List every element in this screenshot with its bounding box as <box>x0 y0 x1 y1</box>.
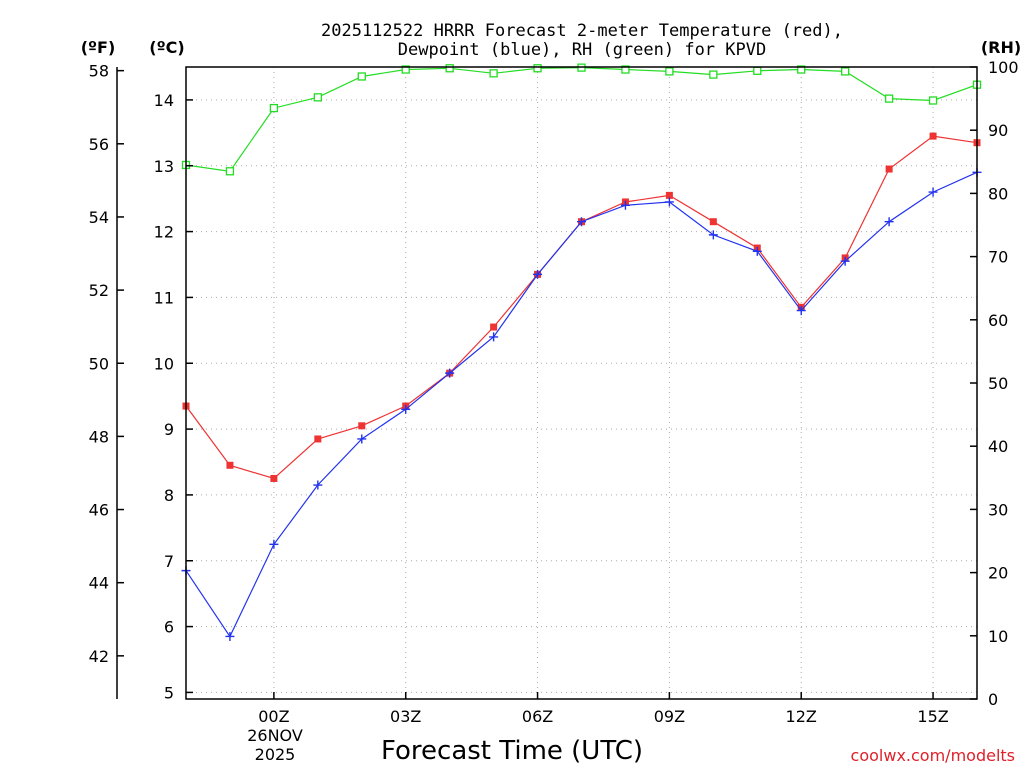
rh-tick-label: 60 <box>988 311 1008 330</box>
dewpoint-point <box>664 197 674 207</box>
rh-point <box>401 65 410 74</box>
temperature-point <box>226 461 234 469</box>
rh-tick-label: 90 <box>988 121 1008 140</box>
dewpoint-point <box>928 187 938 197</box>
fahrenheit-tick-label: 52 <box>89 281 109 300</box>
dewpoint-point <box>840 256 850 266</box>
labels: 2025112522 HRRR Forecast 2-meter Tempera… <box>81 21 1021 766</box>
dewpoint-point <box>796 306 806 316</box>
celsius-tick-label: 10 <box>154 354 174 373</box>
x-tick-label: 12Z <box>786 707 817 726</box>
chart-title-line-1: 2025112522 HRRR Forecast 2-meter Tempera… <box>321 21 843 41</box>
chart-title-line-2: Dewpoint (blue), RH (green) for KPVD <box>398 40 766 60</box>
rh-tick-label: 20 <box>988 564 1008 583</box>
celsius-tick-label: 9 <box>164 420 174 439</box>
rh-point <box>489 69 498 78</box>
fahrenheit-tick-label: 42 <box>89 647 109 666</box>
rh-point <box>269 103 279 113</box>
celsius-tick-label: 6 <box>164 618 174 637</box>
temperature-point <box>358 422 366 430</box>
rh-point <box>884 94 894 103</box>
fahrenheit-tick-label: 58 <box>89 62 109 81</box>
plot-frame <box>185 66 978 700</box>
celsius-axis-label: (ºC) <box>149 38 184 57</box>
date-label-day: 26NOV <box>247 726 303 745</box>
fahrenheit-axis-label: (ºF) <box>81 38 116 57</box>
temperature-point <box>490 323 498 331</box>
rh-point <box>621 65 630 74</box>
fahrenheit-tick-label: 48 <box>89 427 109 446</box>
x-tick-label: 09Z <box>654 707 685 726</box>
x-tick-label: 00Z <box>258 707 289 726</box>
dewpoint-line <box>185 171 978 638</box>
rh-point <box>797 65 806 74</box>
axes: 4244464850525456585678910111213140102030… <box>89 58 1019 726</box>
dewpoint-point <box>752 246 762 256</box>
dewpoint-point <box>445 368 455 378</box>
rh-tick-label: 70 <box>988 248 1008 267</box>
rh-point <box>709 70 718 79</box>
dewpoint-point <box>269 539 279 549</box>
dewpoint-point <box>577 217 586 227</box>
credit-text: coolwx.com/modelts <box>851 746 1015 765</box>
rh-point <box>841 67 850 76</box>
x-tick-label: 15Z <box>917 707 948 726</box>
dewpoint-point <box>533 269 543 279</box>
celsius-tick-label: 11 <box>154 288 174 307</box>
rh-axis-label: (RH) <box>981 38 1021 57</box>
dewpoint-point <box>489 332 499 342</box>
celsius-tick-label: 7 <box>164 552 174 571</box>
rh-tick-label: 40 <box>988 437 1008 456</box>
fahrenheit-tick-label: 50 <box>89 354 109 373</box>
celsius-tick-label: 5 <box>164 683 174 702</box>
dewpoint-point <box>620 200 630 210</box>
temperature-line <box>185 135 978 480</box>
rh-point <box>357 72 366 81</box>
celsius-tick-label: 8 <box>164 486 174 505</box>
rh-line <box>185 66 978 172</box>
fahrenheit-tick-label: 46 <box>89 501 109 520</box>
x-axis-label: Forecast Time (UTC) <box>381 736 643 766</box>
dewpoint-point <box>225 631 235 641</box>
rh-tick-label: 10 <box>988 627 1008 646</box>
rh-tick-label: 30 <box>988 500 1008 519</box>
series-layer <box>181 63 982 641</box>
rh-tick-label: 0 <box>988 690 998 709</box>
rh-tick-label: 80 <box>988 184 1008 203</box>
rh-point <box>445 64 454 73</box>
fahrenheit-tick-label: 54 <box>89 208 109 227</box>
rh-point <box>928 96 938 105</box>
rh-tick-label: 100 <box>988 58 1019 77</box>
celsius-tick-label: 13 <box>154 157 174 176</box>
rh-point <box>753 66 762 75</box>
grid-lines <box>186 67 977 699</box>
temperature-point <box>929 132 937 140</box>
dewpoint-point <box>884 217 894 227</box>
fahrenheit-tick-label: 44 <box>89 574 109 593</box>
rh-point <box>665 67 674 76</box>
date-label-year: 2025 <box>255 745 296 764</box>
x-tick-label: 03Z <box>390 707 421 726</box>
temperature-point <box>709 218 717 226</box>
temperature-point <box>314 435 322 443</box>
temperature-point <box>665 191 673 199</box>
fahrenheit-tick-label: 56 <box>89 135 109 154</box>
rh-point <box>313 93 322 102</box>
dewpoint-point <box>357 434 367 444</box>
dewpoint-point <box>401 404 411 414</box>
rh-tick-label: 50 <box>988 374 1008 393</box>
x-tick-label: 06Z <box>522 707 553 726</box>
rh-point <box>225 167 235 176</box>
temperature-point <box>270 474 278 482</box>
dewpoint-point <box>708 230 718 240</box>
celsius-tick-label: 14 <box>154 91 174 110</box>
rh-point <box>533 64 542 73</box>
temperature-point <box>885 165 893 173</box>
dewpoint-point <box>313 480 323 490</box>
celsius-tick-label: 12 <box>154 223 174 242</box>
